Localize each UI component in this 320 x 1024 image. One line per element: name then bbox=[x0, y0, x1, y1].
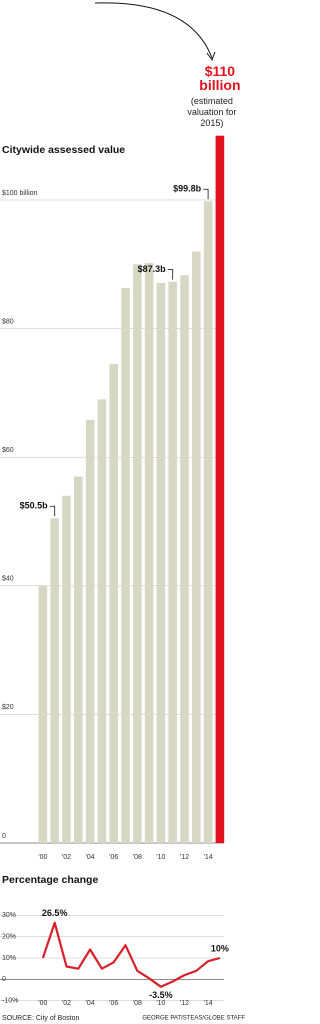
annotation: (estimated valuation for 2015) bbox=[187, 95, 237, 128]
leader-line bbox=[203, 188, 209, 200]
y-tick-label: $80 bbox=[2, 318, 14, 325]
x-tick-label: '04 bbox=[86, 1000, 95, 1007]
bar bbox=[121, 288, 130, 843]
x-tick-label: '04 bbox=[86, 854, 95, 861]
source: SOURCE: City of Boston bbox=[2, 1015, 80, 1022]
y-tick-label: 0 bbox=[2, 976, 6, 983]
bar bbox=[144, 263, 154, 843]
x-tick-label: '00 bbox=[38, 1000, 47, 1007]
bar bbox=[38, 585, 48, 843]
x-tick-label: '14 bbox=[204, 1000, 213, 1007]
bar bbox=[168, 281, 177, 843]
x-tick-label: '00 bbox=[38, 854, 47, 861]
bar bbox=[215, 135, 225, 843]
x-tick-label: '02 bbox=[62, 1000, 71, 1007]
value-label: 10% bbox=[211, 943, 229, 953]
value-label: -3.5% bbox=[149, 990, 173, 1000]
chart-title: Percentage change bbox=[2, 874, 98, 886]
arrow bbox=[94, 2, 213, 59]
y-tick-label: $100 billion bbox=[2, 190, 38, 197]
value-label: $99.8b bbox=[173, 184, 202, 194]
arrow-head bbox=[206, 51, 216, 62]
bar bbox=[50, 518, 59, 843]
bar bbox=[74, 476, 83, 843]
value-label: 26.5% bbox=[42, 908, 68, 918]
x-tick-label: '10 bbox=[156, 854, 165, 861]
x-tick-label: '12 bbox=[180, 1000, 189, 1007]
y-tick-label: 0 bbox=[2, 833, 6, 840]
x-tick-label: '06 bbox=[109, 1000, 118, 1007]
bar bbox=[109, 363, 118, 843]
value-label: $87.3b bbox=[138, 264, 167, 274]
x-tick-label: '06 bbox=[109, 854, 118, 861]
bar bbox=[203, 201, 213, 843]
bar bbox=[133, 264, 142, 843]
bar bbox=[156, 282, 166, 843]
leader-line bbox=[167, 269, 174, 280]
bar bbox=[192, 251, 201, 843]
chart-title: Citywide assessed value bbox=[2, 144, 125, 156]
bar bbox=[85, 419, 95, 843]
x-tick-label: '10 bbox=[156, 1000, 165, 1007]
y-tick-label: 20% bbox=[2, 933, 16, 940]
y-tick-label: 30% bbox=[2, 912, 16, 919]
value-label: $50.5b bbox=[20, 501, 49, 511]
bar bbox=[97, 399, 107, 843]
chart: Citywide assessed value Percentage chang… bbox=[0, 2, 245, 1022]
x-tick-label: '08 bbox=[133, 854, 142, 861]
x-tick-label: '02 bbox=[62, 854, 71, 861]
infographic: Citywide assessed value Percentage chang… bbox=[0, 2, 245, 1022]
x-tick-label: '14 bbox=[204, 854, 213, 861]
credit: GEORGE PATISTEAS/GLOBE STAFF bbox=[142, 1016, 245, 1022]
leader-line bbox=[49, 505, 56, 517]
value-label: $110 billion bbox=[199, 62, 241, 93]
y-tick-label: $40 bbox=[2, 576, 14, 583]
line bbox=[41, 921, 221, 988]
y-tick-label: 10% bbox=[2, 955, 16, 962]
x-tick-label: '08 bbox=[133, 1000, 142, 1007]
y-tick-label: $60 bbox=[2, 447, 14, 454]
bar bbox=[62, 495, 71, 843]
y-tick-label: $20 bbox=[2, 704, 14, 711]
y-tick-label: -10% bbox=[2, 998, 18, 1005]
x-tick-label: '12 bbox=[180, 854, 189, 861]
bar bbox=[180, 275, 189, 844]
